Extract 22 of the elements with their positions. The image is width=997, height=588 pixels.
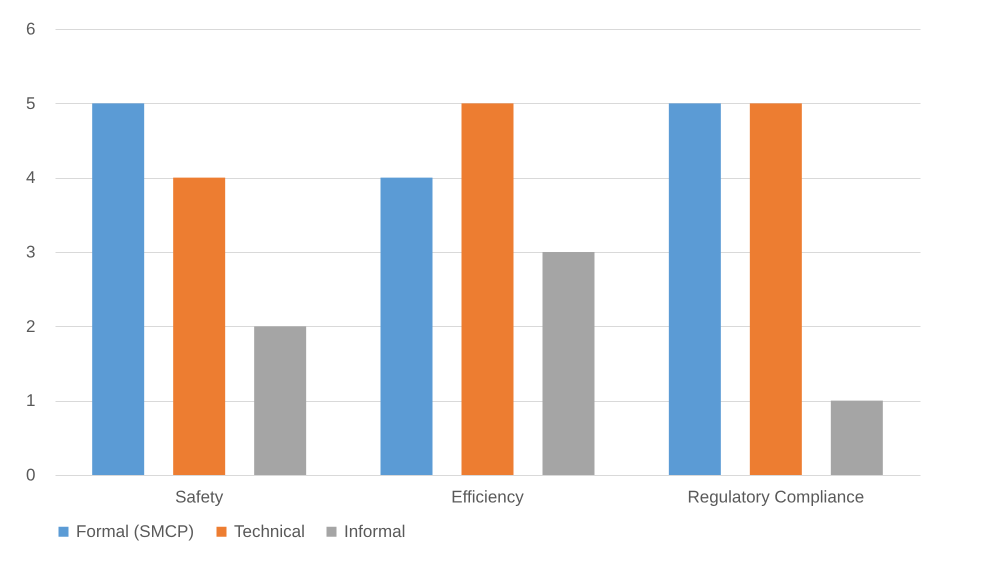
bar [92,103,144,475]
bar [542,252,594,475]
legend-label: Formal (SMCP) [76,522,194,541]
y-tick-label: 4 [26,168,36,188]
legend-label: Technical [234,522,305,541]
bar [750,103,802,475]
x-tick-label: Efficiency [451,488,524,506]
bar [668,103,721,475]
bar [254,326,306,475]
y-tick-label: 1 [26,391,36,410]
bar [173,178,226,475]
bar [380,178,433,475]
y-tick-label: 2 [26,316,36,336]
y-tick-label: 6 [26,20,36,38]
x-tick-label: Safety [175,488,224,506]
x-tick-label: Regulatory Compliance [687,488,864,506]
y-tick-label: 0 [26,466,36,484]
y-tick-label: 3 [26,242,36,262]
y-tick-label: 5 [26,94,36,113]
legend-label: Informal [344,522,406,541]
bar [830,400,883,475]
bar [462,103,514,475]
